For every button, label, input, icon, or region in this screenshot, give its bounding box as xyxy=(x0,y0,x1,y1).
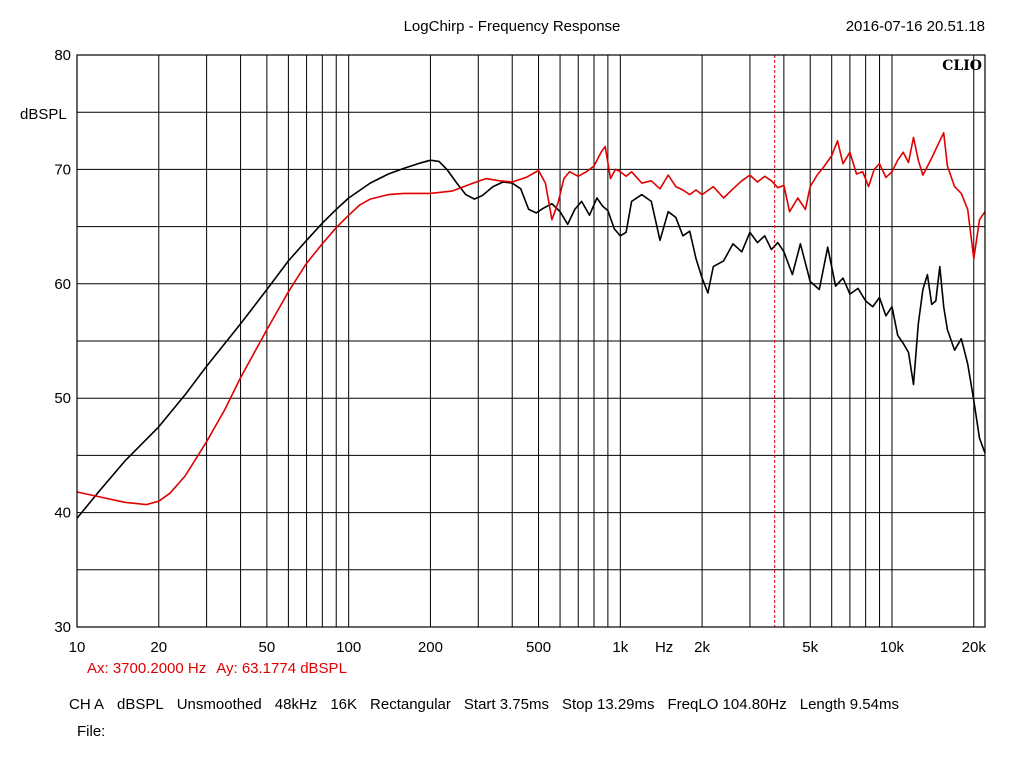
setting-stop: Stop 13.29ms xyxy=(561,696,655,713)
series-black-line xyxy=(76,159,986,519)
setting-smoothing: Unsmoothed xyxy=(176,696,262,713)
x-tick-label: 500 xyxy=(526,639,551,656)
x-axis-unit-label: Hz xyxy=(655,639,673,656)
setting-start: Start 3.75ms xyxy=(463,696,549,713)
file-label: File: xyxy=(77,723,106,740)
x-tick-label: 5k xyxy=(802,639,818,656)
chart-title: LogChirp - Frequency Response xyxy=(403,18,621,35)
series-layer xyxy=(76,132,986,519)
y-tick-label: 50 xyxy=(54,390,71,407)
y-tick-label: 70 xyxy=(54,161,71,178)
x-tick-label: 20 xyxy=(150,639,167,656)
grid-lines xyxy=(77,55,985,627)
y-tick-label: 40 xyxy=(54,505,71,522)
cursor-x-readout: Ax: 3700.2000 Hz xyxy=(87,660,207,677)
y-tick-label: 80 xyxy=(54,47,71,64)
setting-freqlo: FreqLO 104.80Hz xyxy=(667,696,787,713)
measurement-settings: CH A dBSPL Unsmoothed 48kHz 16K Rectangular St… xyxy=(69,696,912,713)
setting-unit: dBSPL xyxy=(117,696,164,713)
x-tick-label: 2k xyxy=(694,639,710,656)
plot-frame xyxy=(76,54,986,628)
x-tick-label: 50 xyxy=(259,639,276,656)
x-tick-label: 100 xyxy=(336,639,361,656)
y-tick-label: 30 xyxy=(54,619,71,636)
measurement-timestamp: 2016-07-16 20.51.18 xyxy=(845,18,985,35)
setting-length: Length 9.54ms xyxy=(799,696,899,713)
setting-channel: CH A xyxy=(69,696,105,713)
series-red-line xyxy=(76,132,986,506)
tick-labels: 10 20 50 100 200 500 1k 2k 5k 10k 20k Hz 80 70 60 50 40 3… xyxy=(54,47,986,656)
cursor-y-readout: Ay: 63.1774 dBSPL xyxy=(216,660,347,677)
setting-window: Rectangular xyxy=(370,696,451,713)
x-tick-label: 10 xyxy=(69,639,86,656)
clio-brand-label: CLIO xyxy=(942,58,982,74)
y-tick-label: 60 xyxy=(54,276,71,293)
x-tick-label: 20k xyxy=(962,639,987,656)
x-tick-label: 10k xyxy=(880,639,905,656)
setting-sample-rate: 48kHz xyxy=(274,696,318,713)
x-tick-label: 200 xyxy=(418,639,443,656)
setting-mls-size: 16K xyxy=(330,696,358,713)
cursor-readout: Ax: 3700.2000 Hz Ay: 63.1774 dBSPL xyxy=(87,660,357,677)
y-axis-label: dBSPL xyxy=(20,106,67,123)
x-tick-label: 1k xyxy=(612,639,628,656)
